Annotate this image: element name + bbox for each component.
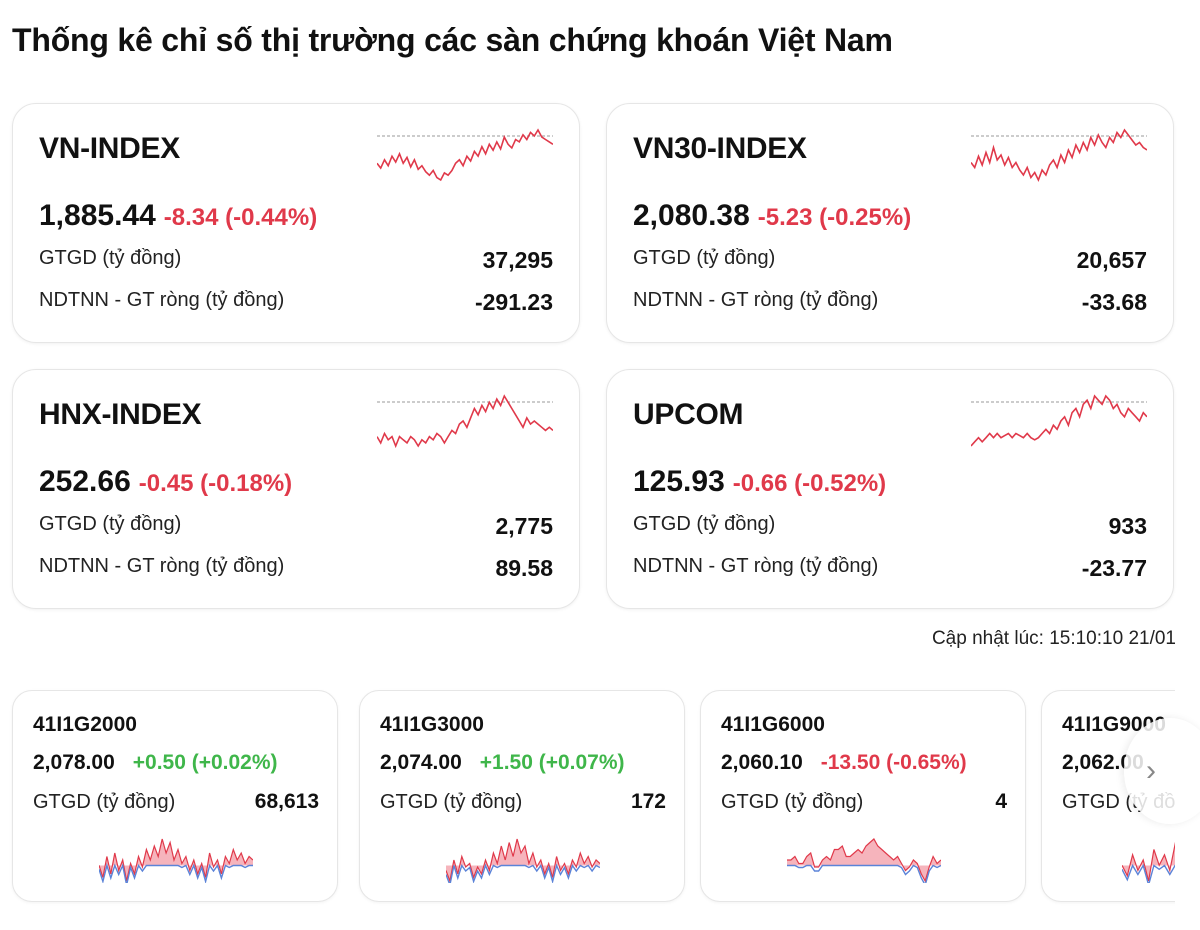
index-value-row: 2,080.38 -5.23 (-0.25%) <box>633 199 911 233</box>
derivative-price-row: 2,062.00 <box>1062 751 1162 775</box>
derivative-sparkline <box>446 838 600 883</box>
derivative-sparkline <box>787 838 941 883</box>
index-value: 2,080.38 <box>633 199 750 232</box>
sparkline-area <box>787 839 941 881</box>
index-sparkline <box>377 394 553 449</box>
gtgd-label: GTGD (tỷ đồng) <box>33 791 176 813</box>
index-value: 252.66 <box>39 465 131 498</box>
gtgd-label: GTGD (tỷ đồng) <box>380 791 523 813</box>
index-name: VN30-INDEX <box>633 132 807 165</box>
chevron-right-icon: › <box>1146 754 1156 787</box>
derivative-change: -13.50 (-0.65%) <box>820 751 967 774</box>
sparkline-area <box>446 839 600 881</box>
ndtnn-value: -291.23 <box>474 289 553 315</box>
sparkline-base <box>1122 863 1175 883</box>
last-updated: Cập nhật lúc: 15:10:10 21/01 <box>932 628 1176 650</box>
sparkline-base <box>446 863 600 883</box>
index-change: -0.66 (-0.52%) <box>732 470 887 497</box>
sparkline-area <box>1122 844 1175 881</box>
gtgd-label: GTGD (tỷ đồng) <box>633 513 776 535</box>
derivative-card[interactable]: 41I1G6000 2,060.10 -13.50 (-0.65%) GTGD (… <box>700 690 1026 902</box>
index-change: -0.45 (-0.18%) <box>138 470 293 497</box>
index-value-row: 125.93 -0.66 (-0.52%) <box>633 465 886 499</box>
derivative-card[interactable]: 41I1G2000 2,078.00 +0.50 (+0.02%) GTGD (t… <box>12 690 338 902</box>
index-card-upcom[interactable]: UPCOM 125.93 -0.66 (-0.52%) GTGD (tỷ đồng… <box>606 369 1174 609</box>
index-value-row: 1,885.44 -8.34 (-0.44%) <box>39 199 317 233</box>
gtgd-value: 172 <box>630 790 666 813</box>
derivative-price-row: 2,074.00 +1.50 (+0.07%) <box>380 751 625 775</box>
derivative-price: 2,062.00 <box>1062 751 1144 774</box>
gtgd-value: 37,295 <box>482 247 553 273</box>
derivative-price-row: 2,060.10 -13.50 (-0.65%) <box>721 751 967 775</box>
last-updated-label: Cập nhật lúc: <box>931 628 1044 649</box>
gtgd-label: GTGD (tỷ đồng) <box>721 791 864 813</box>
derivative-card[interactable]: 41I1G3000 2,074.00 +1.50 (+0.07%) GTGD (t… <box>359 690 685 902</box>
last-updated-time: 15:10:10 21/01 <box>1049 628 1176 649</box>
index-card-vnindex[interactable]: VN-INDEX 1,885.44 -8.34 (-0.44%) GTGD (tỷ… <box>12 103 580 343</box>
carousel-next-button[interactable]: › <box>1124 718 1200 824</box>
sparkline-path <box>377 128 553 182</box>
index-change: -5.23 (-0.25%) <box>757 204 912 231</box>
ndtnn-label: NDTNN - GT ròng (tỷ đồng) <box>39 289 285 311</box>
gtgd-value: 20,657 <box>1076 247 1147 273</box>
page-title: Thống kê chỉ số thị trường các sàn chứng… <box>12 22 893 58</box>
sparkline-path <box>446 838 600 883</box>
sparkline-path <box>787 838 941 883</box>
index-sparkline <box>377 128 553 182</box>
index-name: VN-INDEX <box>39 132 180 165</box>
gtgd-label: GTGD (tỷ đồng) <box>633 247 776 269</box>
derivative-sparkline <box>99 838 253 883</box>
ndtnn-label: NDTNN - GT ròng (tỷ đồng) <box>39 555 285 577</box>
sparkline-base <box>99 862 253 883</box>
index-name: HNX-INDEX <box>39 398 202 431</box>
sparkline-base <box>787 864 941 883</box>
ndtnn-value: -23.77 <box>1081 555 1147 581</box>
derivative-price: 2,060.10 <box>721 751 803 774</box>
index-value: 1,885.44 <box>39 199 156 232</box>
sparkline-path <box>377 394 553 449</box>
gtgd-label: GTGD (tỷ đồng) <box>39 247 182 269</box>
sparkline-area <box>99 839 253 881</box>
derivative-price: 2,074.00 <box>380 751 462 774</box>
index-sparkline <box>971 394 1147 447</box>
gtgd-value: 933 <box>1108 513 1147 539</box>
ndtnn-value: 89.58 <box>495 555 553 581</box>
sparkline-path <box>971 394 1147 447</box>
index-card-hnx[interactable]: HNX-INDEX 252.66 -0.45 (-0.18%) GTGD (tỷ … <box>12 369 580 609</box>
sparkline-path <box>971 128 1147 183</box>
derivative-change: +1.50 (+0.07%) <box>479 751 625 774</box>
sparkline-path <box>99 838 253 882</box>
index-value-row: 252.66 -0.45 (-0.18%) <box>39 465 292 499</box>
index-value: 125.93 <box>633 465 725 498</box>
derivative-change: +0.50 (+0.02%) <box>132 751 278 774</box>
index-sparkline <box>971 128 1147 183</box>
index-card-vn30[interactable]: VN30-INDEX 2,080.38 -5.23 (-0.25%) GTGD (… <box>606 103 1174 343</box>
derivative-code: 41I1G6000 <box>721 713 825 736</box>
derivative-code: 41I1G3000 <box>380 713 484 736</box>
index-name: UPCOM <box>633 398 744 431</box>
gtgd-value: 4 <box>995 790 1007 813</box>
ndtnn-label: NDTNN - GT ròng (tỷ đồng) <box>633 289 879 311</box>
derivative-code: 41I1G2000 <box>33 713 137 736</box>
gtgd-value: 68,613 <box>254 790 319 813</box>
derivative-price-row: 2,078.00 +0.50 (+0.02%) <box>33 751 278 775</box>
gtgd-value: 2,775 <box>495 513 553 539</box>
derivatives-carousel[interactable]: 41I1G2000 2,078.00 +0.50 (+0.02%) GTGD (t… <box>0 688 1175 906</box>
index-change: -8.34 (-0.44%) <box>163 204 318 231</box>
derivative-sparkline <box>1122 841 1175 883</box>
gtgd-label: GTGD (tỷ đồng) <box>39 513 182 535</box>
ndtnn-label: NDTNN - GT ròng (tỷ đồng) <box>633 555 879 577</box>
derivative-price: 2,078.00 <box>33 751 115 774</box>
ndtnn-value: -33.68 <box>1081 289 1147 315</box>
sparkline-path <box>1122 841 1175 882</box>
